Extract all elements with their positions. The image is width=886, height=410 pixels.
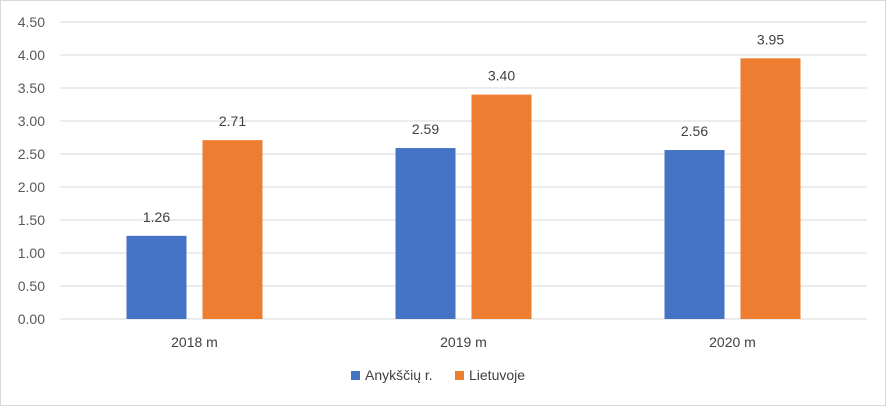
- y-tick-label: 2.50: [18, 146, 45, 162]
- bar: [740, 58, 801, 320]
- data-label: 3.95: [757, 31, 784, 47]
- bar: [395, 148, 456, 319]
- x-category-label: 2018 m: [171, 334, 218, 350]
- y-tick-label: 1.50: [18, 212, 45, 228]
- legend-label: Anykščių r.: [365, 367, 433, 383]
- legend-label: Lietuvoje: [469, 367, 525, 383]
- data-labels: 1.26 2.71 2.59 3.40 2.56 3.95: [143, 31, 784, 225]
- data-label: 3.40: [488, 68, 515, 84]
- gridlines: [60, 21, 867, 320]
- legend-swatch: [351, 371, 360, 380]
- y-tick-label: 3.50: [18, 80, 45, 96]
- bar: [471, 94, 532, 319]
- y-tick-label: 3.00: [18, 113, 45, 129]
- legend-swatch: [455, 371, 464, 380]
- legend: Anykščių r. Lietuvoje: [351, 367, 525, 383]
- x-category-label: 2019 m: [440, 334, 487, 350]
- y-tick-label: 1.00: [18, 245, 45, 261]
- data-label: 2.56: [681, 123, 708, 139]
- bar: [126, 235, 187, 319]
- y-tick-label: 0.50: [18, 278, 45, 294]
- y-tick-label: 4.50: [18, 14, 45, 30]
- x-category-label: 2020 m: [709, 334, 756, 350]
- y-tick-label: 0.00: [18, 311, 45, 327]
- bar: [202, 140, 263, 319]
- x-axis-category-labels: 2018 m 2019 m 2020 m: [171, 334, 756, 350]
- bar: [664, 150, 725, 319]
- data-label: 2.59: [412, 121, 439, 137]
- y-tick-label: 2.00: [18, 179, 45, 195]
- bars: [126, 58, 801, 320]
- data-label: 2.71: [219, 113, 246, 129]
- y-axis-tick-labels: 0.00 0.50 1.00 1.50 2.00 2.50 3.00 3.50 4.00 4.50: [18, 14, 45, 327]
- y-tick-label: 4.00: [18, 47, 45, 63]
- data-label: 1.26: [143, 209, 170, 225]
